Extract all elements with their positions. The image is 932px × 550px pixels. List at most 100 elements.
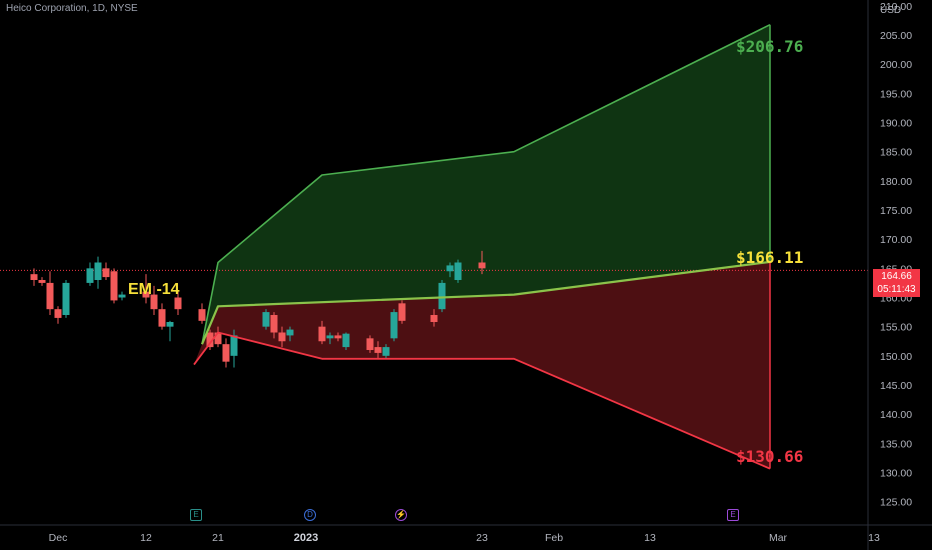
- price-tick-label: 195.00: [880, 88, 912, 100]
- price-tick-label: 205.00: [880, 30, 912, 42]
- price-tick-label: 145.00: [880, 380, 912, 392]
- candle-body: [366, 338, 374, 350]
- candle-body: [38, 280, 46, 283]
- candle: [54, 306, 62, 324]
- time-tick-label: 12: [140, 532, 152, 544]
- time-tick-label: Mar: [769, 532, 788, 544]
- candle-body: [150, 294, 158, 310]
- time-tick-label: 2023: [294, 532, 318, 544]
- candle-body: [478, 262, 486, 269]
- candle: [110, 268, 118, 304]
- target-mid-label: $166.11: [736, 248, 804, 267]
- candle-body: [390, 312, 398, 339]
- candle-body: [198, 309, 206, 321]
- candle-body: [174, 297, 182, 310]
- candle-body: [214, 332, 222, 345]
- candle-body: [94, 262, 102, 280]
- candle: [438, 280, 446, 313]
- candle-body: [222, 344, 230, 362]
- candle: [326, 332, 334, 345]
- price-tick-label: 190.00: [880, 118, 912, 130]
- candle-body: [334, 335, 342, 339]
- bar-countdown: 05:11:43: [877, 284, 916, 295]
- candle-body: [46, 282, 54, 310]
- price-tick-label: 130.00: [880, 468, 912, 480]
- earnings-icon[interactable]: E: [727, 509, 739, 521]
- candle-body: [142, 291, 150, 298]
- time-tick-label: 13: [644, 532, 656, 544]
- price-tick-label: 150.00: [880, 351, 912, 363]
- candle-body: [446, 265, 454, 272]
- candle: [174, 291, 182, 315]
- candle-body: [86, 268, 94, 283]
- candle-body: [382, 347, 390, 356]
- candle: [398, 300, 406, 324]
- candle: [390, 309, 398, 342]
- candle: [270, 312, 278, 339]
- candle: [430, 309, 438, 327]
- candle-body: [430, 315, 438, 322]
- candle-body: [166, 322, 174, 327]
- last-price: 164.66: [881, 271, 912, 282]
- currency-label: USD: [880, 5, 902, 16]
- candle-body: [270, 315, 278, 333]
- candle: [342, 332, 350, 350]
- candle: [86, 262, 94, 286]
- candle: [286, 326, 294, 342]
- candle: [334, 332, 342, 342]
- candle-body: [438, 282, 446, 310]
- candle: [214, 326, 222, 348]
- candle: [198, 303, 206, 324]
- candle: [366, 335, 374, 353]
- target-high-label: $206.76: [736, 37, 804, 56]
- candle-body: [278, 332, 286, 342]
- candle: [150, 285, 158, 315]
- candle: [166, 320, 174, 342]
- candle: [38, 277, 46, 286]
- candle-body: [326, 335, 334, 339]
- candle: [94, 256, 102, 289]
- candle-body: [102, 268, 110, 278]
- bear-zone-fill: [194, 261, 770, 469]
- candle: [206, 329, 214, 350]
- candle-body: [318, 326, 326, 342]
- em-upper-line: [201, 23, 771, 345]
- candle: [62, 280, 70, 318]
- candle-body: [262, 312, 270, 327]
- candle: [478, 250, 486, 275]
- price-tick-label: 135.00: [880, 438, 912, 450]
- price-tick-label: 170.00: [880, 234, 912, 246]
- last-price-tag: 164.66 05:11:43: [873, 269, 920, 297]
- candle: [222, 338, 230, 368]
- em-label: EM -14: [128, 281, 180, 298]
- candle: [30, 268, 38, 286]
- time-tick-label: Dec: [49, 532, 68, 544]
- candle-body: [230, 335, 238, 356]
- candle: [102, 262, 110, 280]
- candle-body: [62, 282, 70, 315]
- candle: [158, 303, 166, 330]
- price-tick-label: 155.00: [880, 322, 912, 334]
- target-low-label: $130.66: [736, 447, 804, 466]
- candle: [454, 259, 462, 283]
- split-icon[interactable]: ⚡: [395, 509, 407, 521]
- bull-zone-fill: [202, 24, 770, 345]
- dividend-icon[interactable]: D: [304, 509, 316, 521]
- price-tick-label: 210.00: [880, 1, 912, 13]
- candle: [262, 309, 270, 330]
- earnings-icon[interactable]: E: [190, 509, 202, 521]
- symbol-title[interactable]: Heico Corporation, 1D, NYSE: [6, 3, 138, 14]
- price-tick-label: 180.00: [880, 176, 912, 188]
- price-tick-label: 200.00: [880, 59, 912, 71]
- em-center-line: [200, 260, 771, 345]
- candle: [46, 271, 54, 315]
- candle-body: [158, 309, 166, 327]
- candle: [318, 320, 326, 345]
- candle: [118, 291, 126, 301]
- candle: [142, 274, 150, 304]
- candle: [382, 344, 390, 359]
- candle-body: [30, 274, 38, 280]
- candle-body: [398, 303, 406, 321]
- time-tick-label: 23: [476, 532, 488, 544]
